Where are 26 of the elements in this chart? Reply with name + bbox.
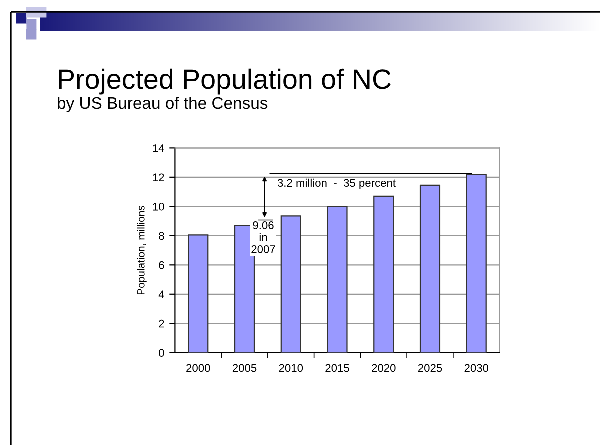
x-tick-label: 2020 <box>372 364 396 372</box>
annotation: 9.06 in 2007 <box>252 222 276 254</box>
y-tick-label: 12 <box>153 174 164 182</box>
bar <box>374 196 394 353</box>
x-tick-label: 2005 <box>232 364 257 372</box>
annotation: 3.2 million - 35 percent <box>278 178 396 190</box>
y-tick-label: 0 <box>159 349 164 358</box>
y-tick-label: 2 <box>159 320 164 328</box>
x-tick-label: 2000 <box>186 364 210 372</box>
bar <box>327 206 348 353</box>
y-tick-label: 8 <box>159 232 164 240</box>
bar <box>188 234 209 353</box>
x-tick-label: 2030 <box>464 364 489 372</box>
y-tick-label: 4 <box>158 290 164 298</box>
y-tick-label: 6 <box>159 261 164 270</box>
y-axis-title: Population, millions <box>137 206 147 295</box>
y-tick-label: 14 <box>153 144 164 152</box>
bar <box>420 184 441 353</box>
x-tick-label: 2025 <box>418 364 442 372</box>
bar <box>280 216 302 353</box>
chart-subtitle: by US Bureau of the Census <box>58 96 268 112</box>
bar <box>466 174 487 353</box>
x-tick-label: 2015 <box>326 364 350 372</box>
chart-title: Projected Population of NC <box>59 68 392 95</box>
x-tick-label: 2010 <box>279 364 304 372</box>
y-tick-label: 10 <box>153 202 164 211</box>
